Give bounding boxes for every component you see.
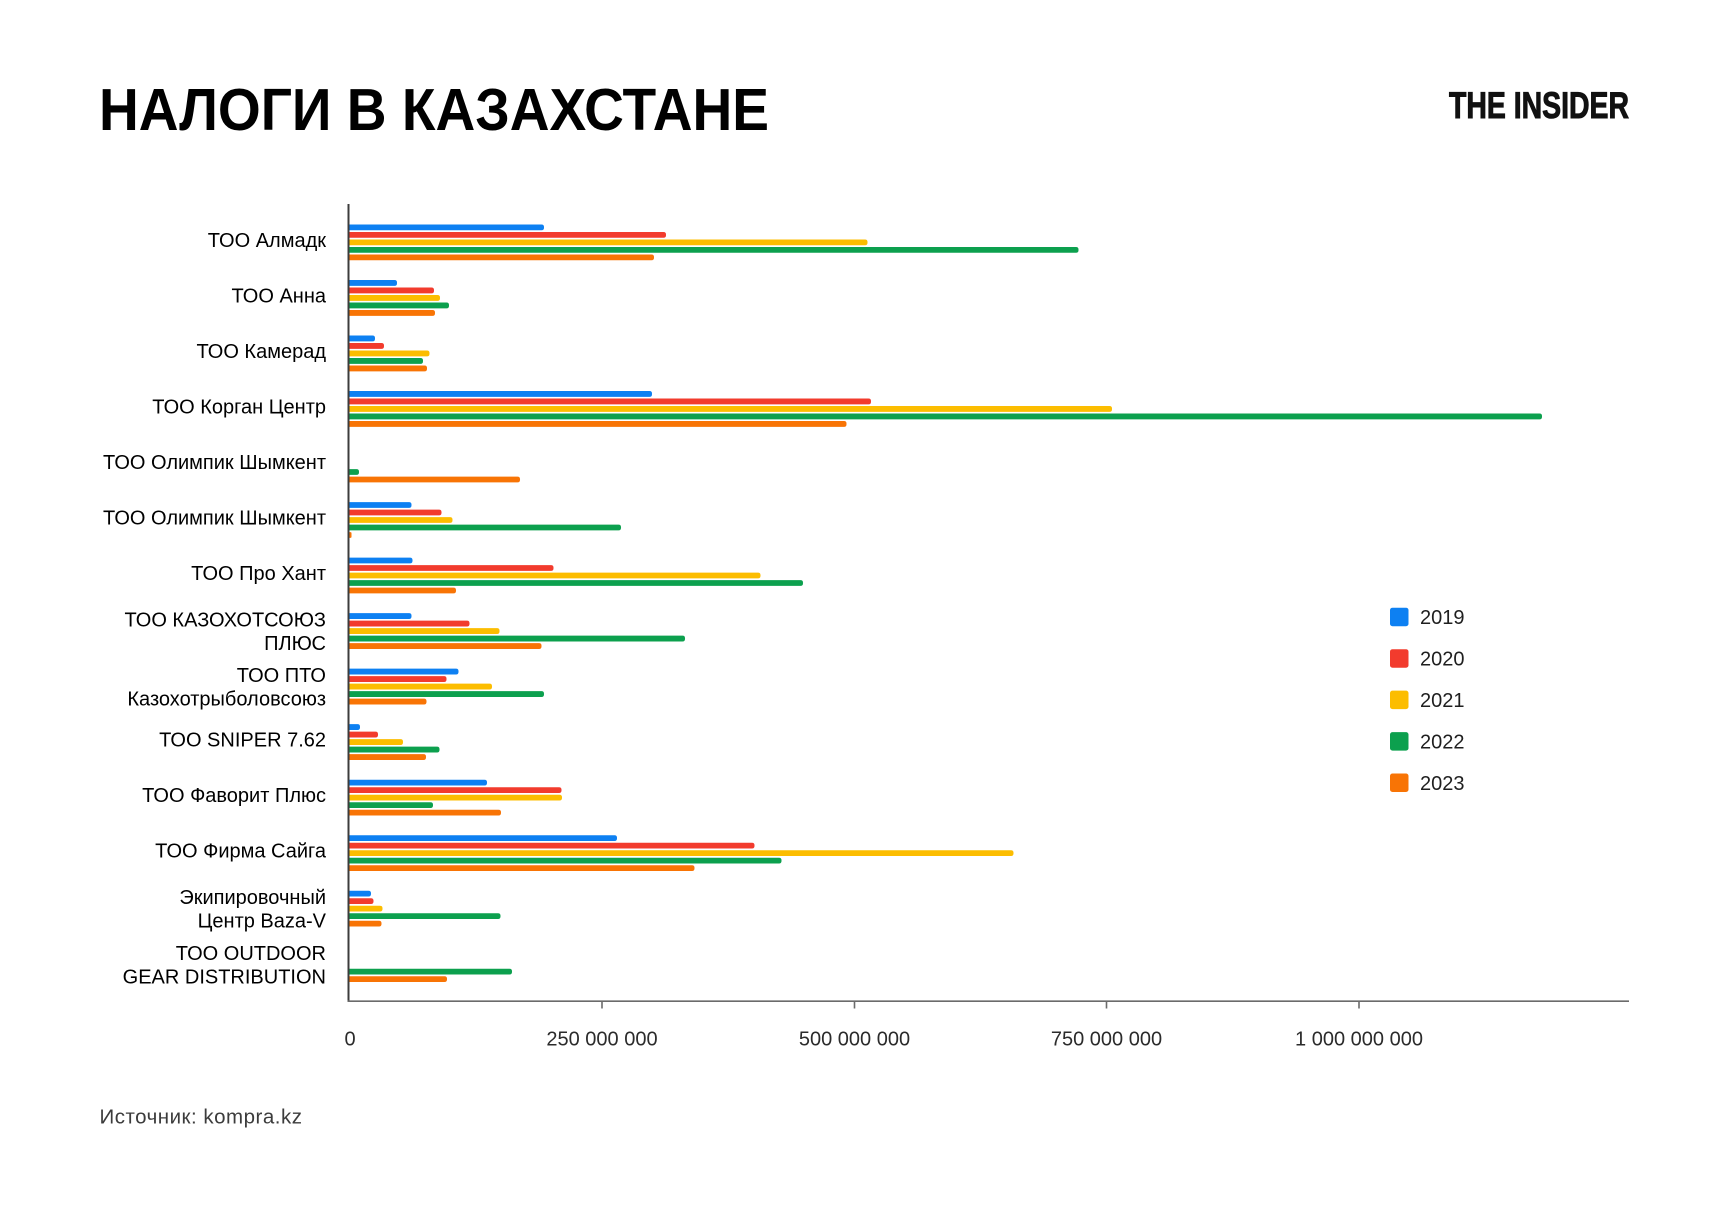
svg-text:ТОО Камерад: ТОО Камерад xyxy=(196,341,326,363)
svg-text:ТОО Фирма Сайга: ТОО Фирма Сайга xyxy=(155,841,327,863)
svg-text:ТОО Фаворит Плюс: ТОО Фаворит Плюс xyxy=(142,785,326,807)
svg-text:ТОО ПТО: ТОО ПТО xyxy=(237,665,326,687)
svg-text:НАЛОГИ В КАЗАХСТАНЕ: НАЛОГИ В КАЗАХСТАНЕ xyxy=(99,77,769,143)
svg-text:Источник: kompra.kz: Источник: kompra.kz xyxy=(100,1106,303,1129)
svg-text:2020: 2020 xyxy=(1420,649,1465,671)
svg-text:ТОО Корган Центр: ТОО Корган Центр xyxy=(152,397,326,419)
svg-text:GEAR DISTRIBUTION: GEAR DISTRIBUTION xyxy=(123,966,326,988)
svg-text:500 000 000: 500 000 000 xyxy=(799,1029,910,1051)
svg-text:2021: 2021 xyxy=(1420,690,1465,712)
svg-text:ПЛЮС: ПЛЮС xyxy=(264,633,326,655)
svg-text:1 000 000 000: 1 000 000 000 xyxy=(1295,1029,1423,1051)
svg-text:Казохотрыболовсоюз: Казохотрыболовсоюз xyxy=(127,689,326,711)
svg-text:0: 0 xyxy=(344,1029,355,1051)
svg-text:ТОО Про Хант: ТОО Про Хант xyxy=(191,563,326,585)
svg-text:ТОО Олимпик Шымкент: ТОО Олимпик Шымкент xyxy=(103,508,326,530)
svg-text:250 000 000: 250 000 000 xyxy=(546,1029,657,1051)
svg-text:ТОО SNIPER 7.62: ТОО SNIPER 7.62 xyxy=(159,730,326,752)
svg-text:THE INSIDER: THE INSIDER xyxy=(1449,85,1629,126)
svg-text:Центр Baza-V: Центр Baza-V xyxy=(198,911,327,933)
svg-text:2022: 2022 xyxy=(1420,731,1465,753)
svg-text:ТОО OUTDOOR: ТОО OUTDOOR xyxy=(176,943,326,965)
svg-text:ТОО КАЗОХОТСОЮЗ: ТОО КАЗОХОТСОЮЗ xyxy=(124,610,326,632)
svg-text:ТОО Алмадк: ТОО Алмадк xyxy=(208,230,327,252)
svg-text:ТОО Олимпик Шымкент: ТОО Олимпик Шымкент xyxy=(103,452,326,474)
svg-text:750 000 000: 750 000 000 xyxy=(1051,1029,1162,1051)
svg-text:2019: 2019 xyxy=(1420,607,1465,629)
svg-text:2023: 2023 xyxy=(1420,773,1465,795)
svg-text:ТОО Анна: ТОО Анна xyxy=(231,286,326,308)
svg-text:Экипировочный: Экипировочный xyxy=(179,887,326,909)
